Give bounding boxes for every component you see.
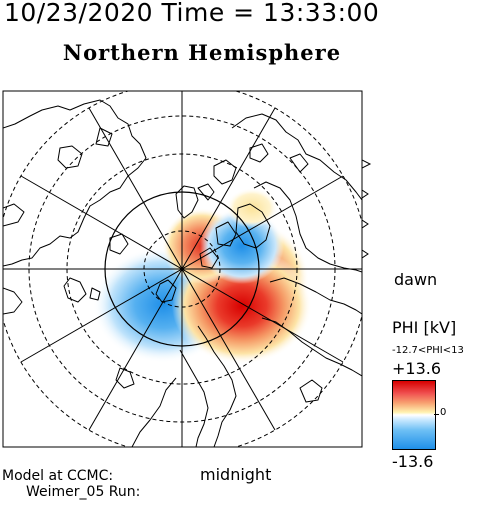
model-label: Model at CCMC:	[2, 468, 114, 484]
midnight-label: midnight	[200, 465, 272, 484]
colorbar-range-label: -12.7<PHI<13	[392, 345, 464, 356]
colorbar-min-label: -13.6	[392, 452, 434, 471]
colorbar-zero-tick	[434, 414, 439, 415]
colorbar-zero-label: 0	[440, 407, 447, 418]
colorbar-quantity-label: PHI [kV]	[392, 318, 457, 337]
dawn-label: dawn	[394, 270, 438, 289]
coastlines	[3, 99, 362, 447]
hemisphere-title: Northern Hemisphere	[62, 40, 342, 65]
potential-pattern	[93, 188, 312, 364]
colorbar	[392, 380, 436, 450]
colorbar-max-label: +13.6	[392, 359, 442, 378]
polar-map	[2, 90, 363, 448]
run-label: Weimer_05 Run:	[26, 484, 141, 500]
timestamp: 10/23/2020 Time = 13:33:00	[4, 0, 380, 27]
graticule-edge	[362, 159, 372, 259]
